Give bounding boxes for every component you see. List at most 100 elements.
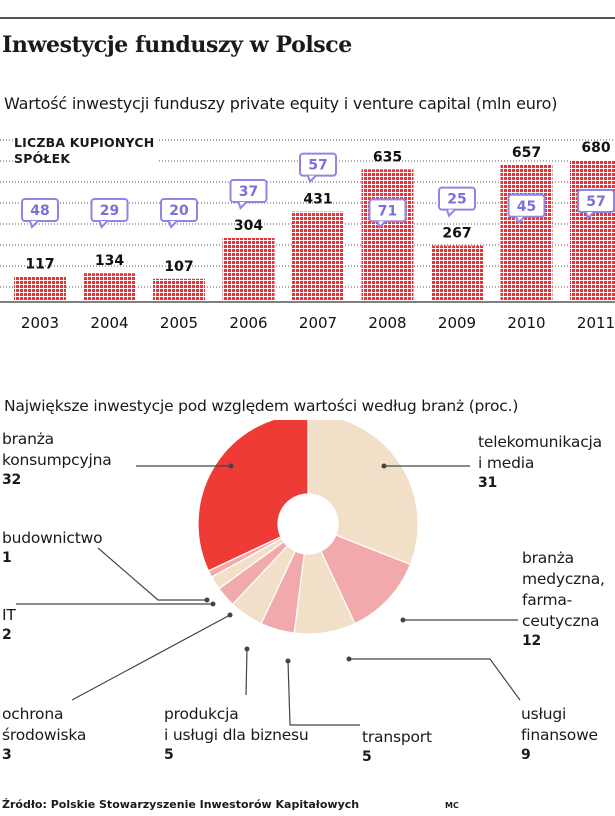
bar-value-label: 635 [373, 149, 402, 165]
bar-2007 [292, 211, 344, 301]
company-count-value: 25 [447, 192, 466, 208]
pie-label-value: 32 [2, 472, 22, 488]
pie-label-value: 5 [362, 749, 372, 765]
pie-label-text: ceutyczna [522, 612, 600, 630]
x-tick-label: 2010 [507, 314, 545, 332]
company-count-badge-tail [515, 216, 526, 225]
company-count-value: 57 [308, 158, 327, 174]
bar-2006 [222, 237, 275, 301]
company-count-value: 71 [378, 203, 397, 219]
author-credit: MC [445, 801, 459, 810]
pie-label-text: branża [2, 430, 54, 448]
company-count-badge-tail [168, 220, 178, 229]
bar-2003 [14, 276, 66, 301]
x-tick-label: 2011 [577, 314, 615, 332]
company-count-badge-tail [585, 211, 595, 220]
pie-label-value: 12 [522, 633, 542, 649]
top-rule [0, 17, 615, 19]
company-count-badge-tail [376, 220, 387, 230]
company-count-badge [577, 189, 615, 213]
bar-value-label: 657 [512, 145, 541, 161]
leader-dot [346, 656, 352, 662]
pie-label-text: IT [2, 606, 16, 624]
bar-2011 [570, 160, 615, 301]
leader-line [349, 658, 521, 701]
pie-slice [307, 420, 419, 566]
bar-value-label: 117 [25, 257, 54, 273]
pie-slice [319, 534, 412, 625]
page-title: Inwestycje funduszy w Polsce [2, 32, 352, 58]
pie-label-text: budownictwo [2, 529, 103, 547]
x-tick-label: 2006 [229, 314, 267, 332]
company-count-value: 48 [30, 203, 49, 219]
company-count-badge-tail [446, 208, 456, 218]
company-count-badge-tail [307, 174, 317, 184]
pie-label-value: 9 [521, 747, 531, 763]
bar-value-label: 134 [95, 253, 124, 269]
bar-2010 [500, 164, 553, 301]
pie-label-text: finansowe [521, 726, 598, 744]
bar-value-label: 680 [581, 140, 610, 156]
x-tick-label: 2007 [299, 314, 337, 332]
purchased-companies-label: LICZBA KUPIONYCH SPÓŁEK [14, 135, 158, 167]
pie-label-text: konsumpcyjna [2, 451, 112, 469]
company-count-badge [299, 152, 337, 177]
company-count-value: 20 [169, 203, 189, 219]
company-count-badge [160, 198, 198, 222]
pie-label-value: 2 [2, 627, 12, 643]
source-note: Źródło: Polskie Stowarzyszenie Inwestoró… [2, 798, 360, 811]
purchased-companies-label-line2: SPÓŁEK [14, 151, 71, 166]
bar-2009 [431, 245, 483, 301]
pie-label-text: telekomunikacja [478, 433, 602, 451]
leader-dot [381, 463, 387, 469]
bar-value-label: 431 [303, 192, 332, 208]
pie-label-text: branża [522, 549, 574, 567]
pie-label: IT 2 [2, 605, 16, 644]
leader-dot [204, 597, 210, 603]
bar-2008 [361, 169, 414, 301]
pie-label: branża medyczna, farma-ceutyczna 12 [522, 548, 605, 650]
pie-label: transport 5 [362, 727, 432, 766]
bar-chart-subtitle: Wartość inwestycji funduszy private equi… [4, 94, 558, 113]
pie-label-text: usługi [521, 705, 567, 723]
pie-label-text: farma- [522, 591, 573, 609]
company-count-badge-tail [237, 201, 248, 210]
bar-value-label: 107 [164, 259, 193, 275]
company-count-badge [21, 198, 59, 222]
bar-value-label: 304 [234, 218, 263, 234]
pie-label: usługi finansowe 9 [521, 704, 598, 764]
company-count-badge [368, 198, 407, 223]
pie-label-value: 1 [2, 550, 12, 566]
pie-label-text: środowiska [2, 726, 87, 744]
x-tick-label: 2003 [21, 314, 59, 332]
x-tick-label: 2005 [160, 314, 198, 332]
bar-chart: 117 2003 48 134 2004 29 107 2005 20 304 2006 37 431 2… [0, 139, 615, 332]
company-count-badge [507, 193, 546, 218]
company-count-badge [438, 186, 476, 211]
pie-label: branża konsumpcyjna 32 [2, 429, 112, 489]
pie-chart [16, 420, 521, 726]
leader-dot [210, 601, 216, 607]
leader-dot [400, 617, 406, 623]
pie-label-value: 31 [478, 475, 498, 491]
leader-line [287, 660, 360, 726]
x-tick-label: 2009 [438, 314, 476, 332]
leader-dot [244, 646, 250, 652]
leader-dot [227, 612, 233, 618]
pie-label-text: i usługi dla biznesu [164, 726, 309, 744]
company-count-badge-tail [29, 220, 39, 229]
company-count-badge [90, 198, 129, 222]
pie-label-value: 5 [164, 747, 174, 763]
pie-label: budownictwo 1 [2, 528, 103, 567]
pie-label-text: produkcja [164, 705, 239, 723]
pie-label-text: ochrona [2, 705, 64, 723]
company-count-value: 45 [517, 199, 536, 215]
pie-label-text: medyczna, [522, 570, 605, 588]
company-count-value: 57 [586, 194, 605, 210]
company-count-badge-tail [98, 220, 109, 229]
pie-slice [197, 420, 309, 572]
company-count-value: 29 [100, 203, 119, 219]
x-tick-label: 2004 [90, 314, 128, 332]
pie-chart-subtitle: Największe inwestycje pod względem warto… [4, 397, 519, 415]
leader-dot [285, 658, 291, 664]
